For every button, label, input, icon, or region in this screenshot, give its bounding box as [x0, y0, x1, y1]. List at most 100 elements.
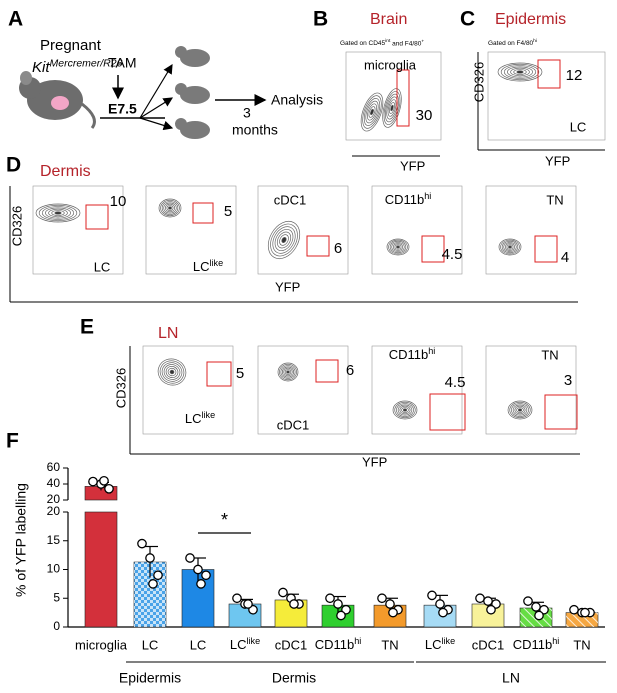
contour [157, 358, 187, 386]
contour [279, 234, 289, 246]
x-tick-label-sup: hi [552, 636, 559, 646]
population-label: CD11bhi [385, 191, 432, 207]
group-label: Dermis [272, 670, 316, 686]
x-tick-label: cDC1 [472, 637, 505, 652]
population-label: TN [546, 192, 563, 207]
gate-note: Gated on F4/80hi [488, 38, 537, 46]
y-tick-label: 0 [53, 619, 60, 633]
gate [315, 359, 339, 383]
contour [362, 95, 382, 129]
y-axis-label: % of YFP labelling [13, 483, 29, 597]
axis-label: CD326 [471, 62, 486, 102]
contour [38, 204, 78, 222]
gate [421, 235, 445, 263]
data-point [278, 587, 288, 598]
gate [306, 235, 330, 257]
panel-letter: F [6, 430, 19, 453]
contour [501, 240, 519, 254]
gate-note-part: and F4/80 [390, 40, 421, 47]
gate [192, 202, 214, 224]
contour [503, 65, 537, 79]
group-label: LN [502, 670, 520, 686]
contour [402, 408, 408, 412]
contour [280, 365, 296, 379]
population-label-main: CD11b [389, 347, 429, 362]
contour [394, 401, 416, 419]
contour [512, 404, 528, 416]
contour [368, 106, 376, 118]
contour [158, 198, 182, 218]
gate [429, 393, 466, 431]
contour [386, 96, 398, 120]
contour [35, 203, 81, 223]
contour [161, 362, 183, 382]
contour [366, 103, 378, 121]
data-point [196, 579, 206, 589]
x-tick-label-main: CD11b [315, 637, 355, 652]
data-point [193, 564, 203, 575]
axis-label: YFP [400, 158, 425, 173]
contour [388, 102, 396, 114]
axis-label: YFP [275, 279, 300, 294]
gate-note-sup: hi [533, 38, 537, 44]
contour [389, 240, 407, 254]
contour [383, 90, 401, 126]
gate [534, 235, 558, 263]
contour [506, 244, 514, 250]
x-tick-label: TN [573, 637, 590, 652]
population-label: LClike [193, 258, 223, 274]
plot-frame [257, 345, 349, 435]
contour [394, 244, 402, 250]
contour [286, 370, 290, 374]
data-point [153, 570, 163, 581]
data-point [580, 607, 590, 618]
contour [392, 243, 404, 251]
gate-number: 3 [564, 372, 572, 389]
contour [396, 403, 414, 417]
contour [365, 100, 379, 124]
gate [85, 204, 109, 230]
contour [387, 99, 397, 117]
contour [392, 400, 418, 420]
data-point [232, 593, 242, 604]
data-point [137, 538, 147, 549]
contour [277, 362, 299, 382]
plot-frame [145, 185, 237, 275]
contour [390, 104, 394, 112]
strain-label: KitMercremer/R26 [32, 57, 123, 76]
contour [514, 405, 526, 415]
gate-number: 12 [566, 67, 583, 84]
population-label: TN [541, 347, 558, 362]
panel-letter: B [313, 8, 328, 31]
population-label: LClike [185, 410, 215, 426]
x-tick-label: CD11bhi [513, 636, 560, 652]
label: Pregnant [40, 37, 102, 54]
plot-frame [485, 345, 577, 435]
x-tick-label: microglia [75, 637, 128, 652]
gate-number: 5 [236, 365, 244, 382]
population-label-sup: like [209, 258, 223, 268]
y-tick-label: 40 [47, 476, 61, 490]
axis-label: CD326 [113, 368, 128, 408]
contour [504, 243, 516, 251]
contour [507, 400, 533, 420]
y-tick-label: 60 [47, 460, 61, 474]
gate-note-sup: + [421, 40, 424, 45]
population-label-main: LC [185, 411, 202, 426]
contour [510, 67, 530, 77]
plot-frame [485, 185, 577, 275]
data-point [475, 593, 485, 604]
contour [167, 367, 177, 377]
contour [272, 226, 296, 254]
contour [511, 403, 529, 417]
panel-title: Epidermis [495, 11, 566, 28]
gate [537, 59, 561, 89]
label: Analysis [271, 92, 323, 108]
gate [544, 394, 578, 430]
panel-title: Brain [370, 11, 407, 28]
population-label: LC [570, 119, 587, 134]
contour [160, 199, 180, 217]
label: E7.5 [108, 101, 137, 117]
x-tick-label-sup: like [441, 636, 455, 646]
label: months [232, 122, 278, 138]
